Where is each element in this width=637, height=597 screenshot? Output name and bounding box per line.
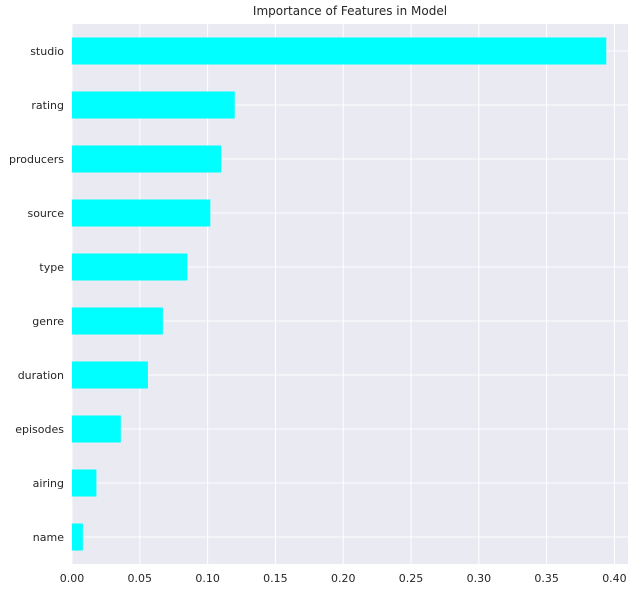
y-tick-label: type <box>39 261 64 274</box>
y-tick-label: airing <box>33 477 64 490</box>
y-tick-label: rating <box>31 99 64 112</box>
bar-name <box>72 523 83 551</box>
bar-producers <box>72 145 222 173</box>
y-tick-label: studio <box>30 45 64 58</box>
y-tick-label: producers <box>9 153 64 166</box>
bar-studio <box>72 37 607 65</box>
x-tick-label: 0.15 <box>263 572 288 585</box>
y-tick-label: genre <box>32 315 64 328</box>
x-tick-label: 0.00 <box>60 572 85 585</box>
x-tick-label: 0.10 <box>195 572 220 585</box>
bar-source <box>72 199 211 227</box>
bar-genre <box>72 307 163 335</box>
x-tick-label: 0.25 <box>399 572 424 585</box>
x-tick-label: 0.20 <box>331 572 356 585</box>
y-tick-label: duration <box>18 369 64 382</box>
y-tick-label: source <box>27 207 64 220</box>
x-tick-label: 0.35 <box>534 572 559 585</box>
bar-episodes <box>72 415 121 443</box>
chart-title: Importance of Features in Model <box>252 4 448 18</box>
bar-rating <box>72 91 235 119</box>
bar-airing <box>72 469 97 497</box>
x-tick-label: 0.30 <box>467 572 492 585</box>
y-tick-label: episodes <box>15 423 64 436</box>
bar-duration <box>72 361 148 389</box>
bar-type <box>72 253 188 281</box>
x-tick-label: 0.05 <box>128 572 153 585</box>
y-tick-label: name <box>33 531 64 544</box>
x-tick-label: 0.40 <box>602 572 627 585</box>
